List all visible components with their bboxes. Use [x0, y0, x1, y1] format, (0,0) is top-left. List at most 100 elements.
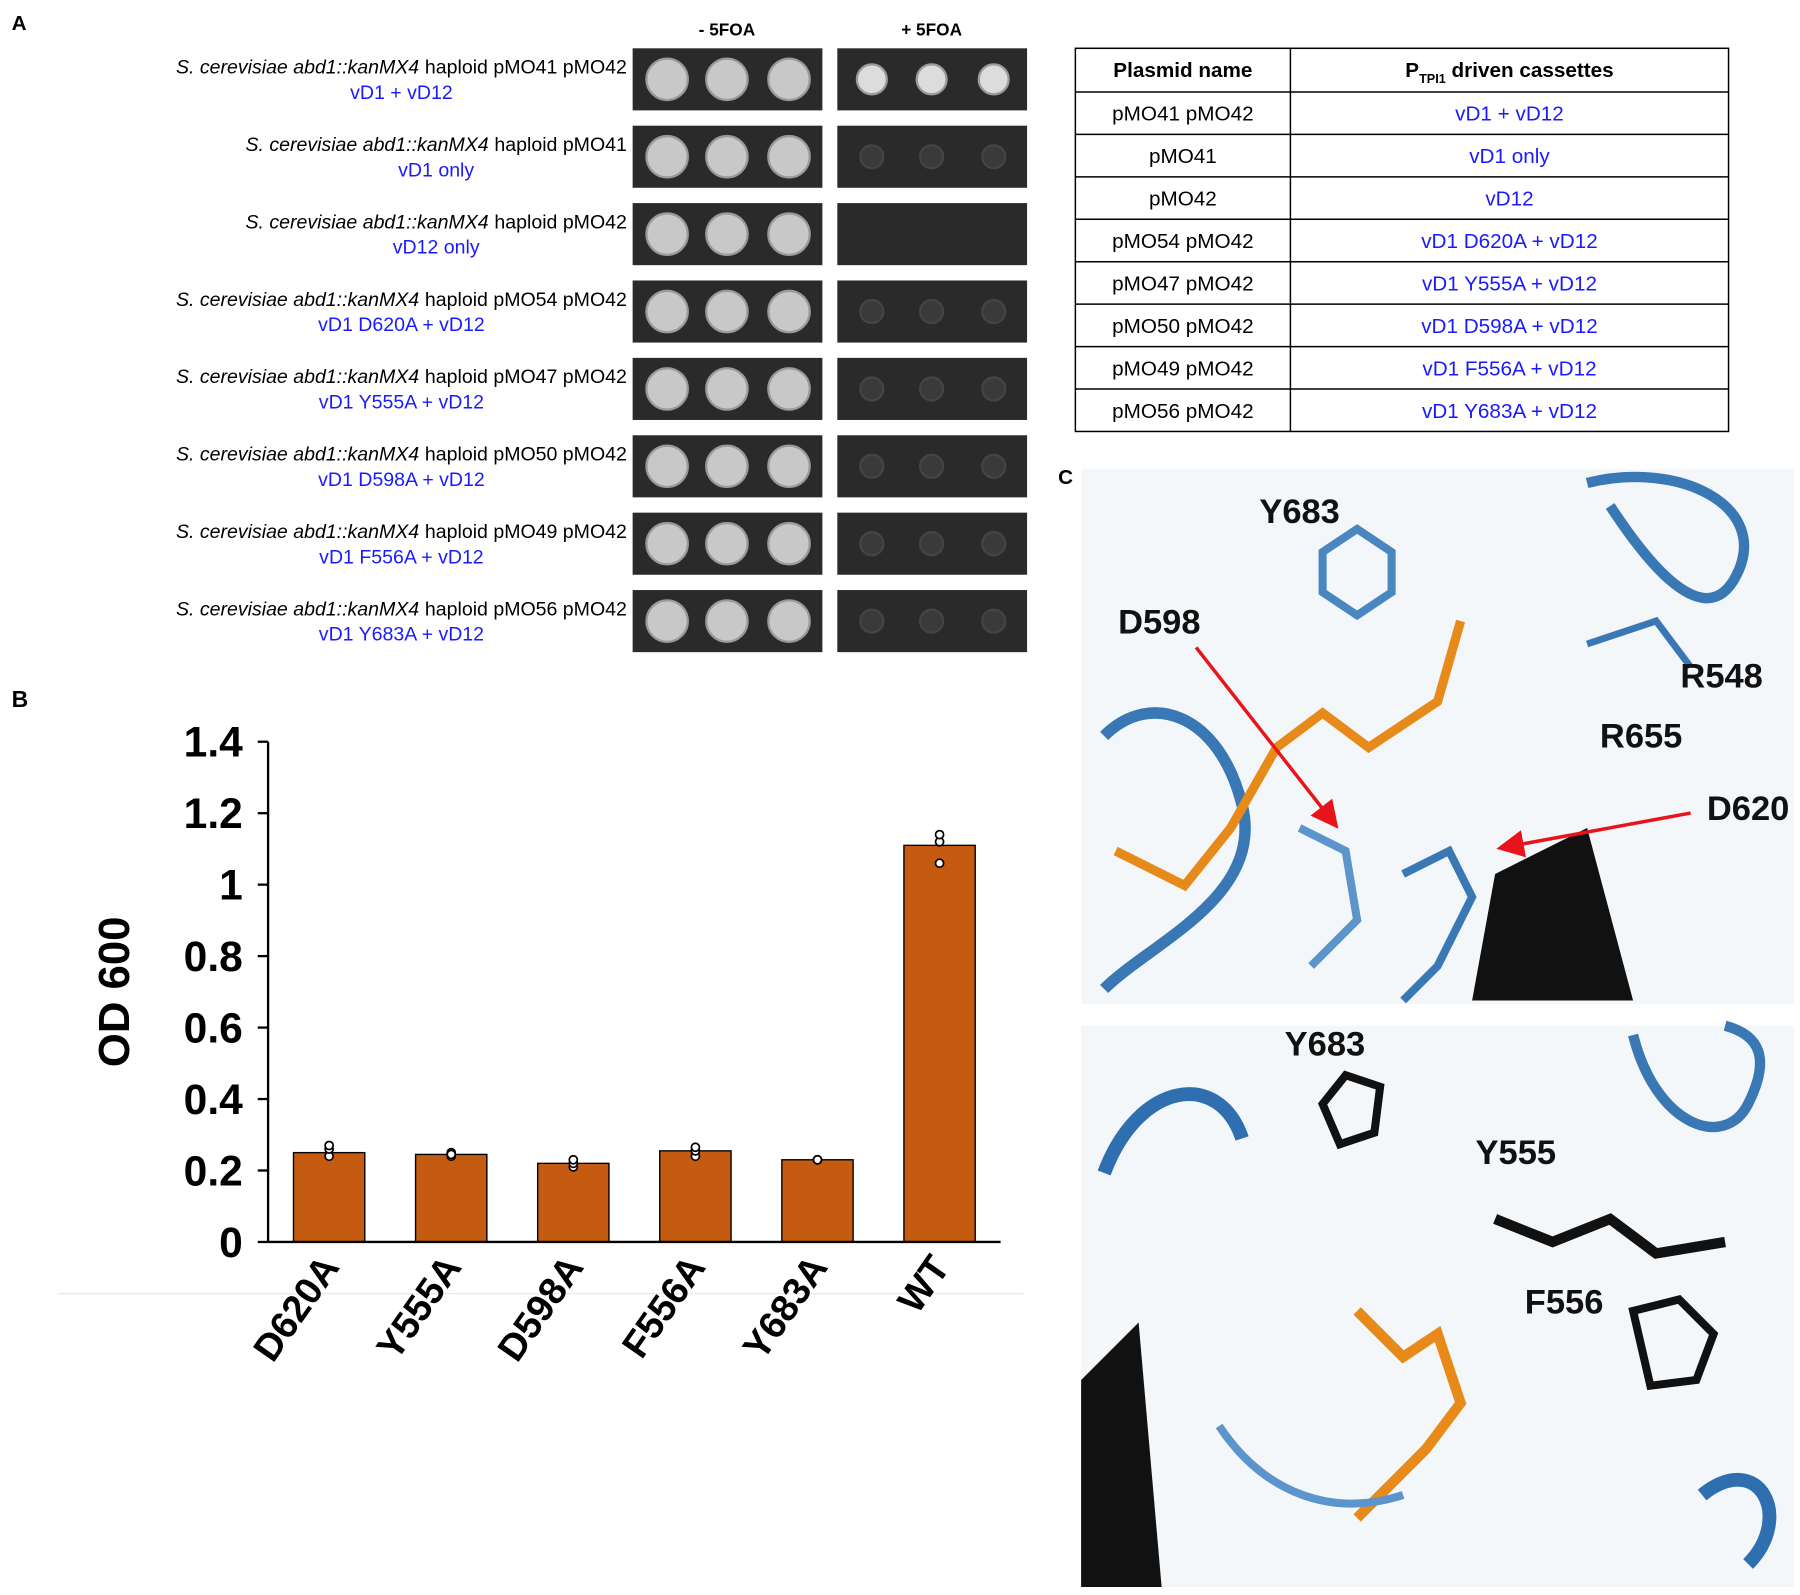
y-axis-label: OD 600 — [90, 917, 139, 1068]
bar — [414, 1153, 488, 1243]
arrow — [1496, 811, 1691, 858]
replicate-point — [324, 1140, 335, 1151]
colony — [981, 144, 1007, 170]
y-tick-label: 1 — [219, 862, 243, 910]
table-cell: pMO42 — [1149, 188, 1217, 211]
plasmids: haploid pMO54 pMO42 — [425, 289, 627, 311]
table-cell: vD1 F556A + vD12 — [1422, 357, 1596, 380]
strain-label: S. cerevisiae abd1::kanMX4 haploid pMO49 … — [176, 521, 627, 543]
bar — [781, 1159, 854, 1243]
colony — [705, 289, 749, 334]
residue-label: Y555 — [1476, 1134, 1557, 1172]
replicate-point — [812, 1154, 823, 1165]
colony — [918, 144, 945, 170]
strain: S. cerevisiae abd1::kanMX4 — [176, 57, 419, 79]
colony — [645, 444, 689, 489]
table-cell: vD1 Y683A + vD12 — [1422, 400, 1597, 423]
colony — [767, 289, 811, 334]
cassette-label: vD1 Y683A + vD12 — [319, 624, 484, 646]
cassette-label: vD1 only — [398, 159, 474, 181]
bar — [292, 1151, 366, 1243]
table-cell: pMO47 pMO42 — [1112, 272, 1253, 295]
y-tick-label: 0 — [219, 1219, 243, 1267]
table-cell: vD1 Y555A + vD12 — [1422, 272, 1597, 295]
colony — [767, 57, 811, 102]
colony — [918, 608, 945, 634]
y-tick-label: 0.4 — [184, 1076, 243, 1124]
strain: S. cerevisiae abd1::kanMX4 — [176, 366, 419, 388]
table-header: Plasmid name — [1113, 59, 1252, 82]
table-cell: vD1 D598A + vD12 — [1421, 315, 1598, 338]
strain-label: S. cerevisiae abd1::kanMX4 haploid pMO50 … — [176, 444, 627, 466]
strain: S. cerevisiae abd1::kanMX4 — [176, 444, 419, 466]
table-header: PTPI1 driven cassettes — [1405, 59, 1613, 86]
colony — [767, 134, 811, 179]
column-header: + 5FOA — [901, 20, 962, 40]
colony — [705, 521, 749, 566]
colony — [981, 376, 1007, 402]
colony — [645, 212, 689, 256]
table-cell: vD1 D620A + vD12 — [1421, 230, 1598, 253]
colony — [705, 444, 749, 489]
colony — [918, 453, 945, 479]
cassette-label: vD1 Y555A + vD12 — [319, 391, 484, 413]
colony — [915, 63, 948, 96]
colony — [859, 531, 885, 557]
strain-label: S. cerevisiae abd1::kanMX4 haploid pMO41 — [245, 134, 626, 156]
y-tick-label: 0.8 — [184, 933, 243, 981]
panel-label: B — [12, 686, 29, 712]
cassette-label: vD12 only — [393, 237, 480, 259]
bar — [903, 844, 976, 1243]
colony — [767, 599, 811, 643]
colony — [767, 444, 811, 489]
header-rest: driven cassettes — [1452, 59, 1614, 82]
replicate-point — [690, 1142, 701, 1153]
table-cell: vD1 + vD12 — [1455, 103, 1564, 126]
colony — [645, 134, 689, 179]
strain: S. cerevisiae abd1::kanMX4 — [176, 598, 419, 620]
colony — [981, 531, 1007, 557]
x-tick-label: Y683A — [735, 1248, 836, 1367]
colony — [918, 298, 945, 325]
bar — [536, 1162, 610, 1243]
strain-label: S. cerevisiae abd1::kanMX4 haploid pMO56 … — [176, 598, 627, 620]
plasmids: haploid pMO56 pMO42 — [425, 598, 627, 620]
plasmids: haploid pMO49 pMO42 — [425, 521, 627, 543]
residue-label: F556 — [1525, 1283, 1604, 1321]
strain-label: S. cerevisiae abd1::kanMX4 haploid pMO47 … — [176, 366, 627, 388]
colony — [645, 521, 689, 566]
strain: S. cerevisiae abd1::kanMX4 — [245, 134, 488, 156]
replicate-point — [934, 829, 945, 840]
table-cell: pMO41 pMO42 — [1112, 103, 1253, 126]
strain-label: S. cerevisiae abd1::kanMX4 haploid pMO54 … — [176, 289, 627, 311]
colony — [981, 298, 1007, 325]
table-cell: pMO41 — [1149, 145, 1217, 168]
plate-image — [837, 203, 1028, 266]
strain-label: S. cerevisiae abd1::kanMX4 haploid pMO42 — [245, 211, 626, 233]
colony — [859, 376, 885, 402]
y-tick-label: 0.2 — [184, 1147, 243, 1195]
residue-label: D620 — [1707, 790, 1789, 828]
residue-label: D598 — [1118, 604, 1200, 642]
residue-label: Y683 — [1259, 493, 1340, 531]
colony — [705, 57, 749, 102]
replicate-point — [568, 1154, 579, 1165]
residue-label: Y683 — [1285, 1026, 1366, 1064]
cassette-label: vD1 + vD12 — [350, 82, 453, 104]
table-cell: pMO50 pMO42 — [1112, 315, 1253, 338]
colony — [855, 63, 888, 96]
bar — [659, 1150, 732, 1243]
plasmids: haploid pMO42 — [494, 211, 626, 233]
colony — [705, 599, 749, 643]
colony — [767, 521, 811, 566]
colony — [981, 608, 1007, 634]
x-tick-label: F556A — [615, 1248, 715, 1365]
structure-bottom — [1081, 1020, 1795, 1587]
colony — [645, 289, 689, 334]
strain-label: S. cerevisiae abd1::kanMX4 haploid pMO41 … — [176, 57, 627, 79]
cassette-label: vD1 D620A + vD12 — [318, 314, 485, 336]
strain: S. cerevisiae abd1::kanMX4 — [176, 521, 419, 543]
strain: S. cerevisiae abd1::kanMX4 — [176, 289, 419, 311]
x-tick-label: D620A — [246, 1248, 348, 1369]
